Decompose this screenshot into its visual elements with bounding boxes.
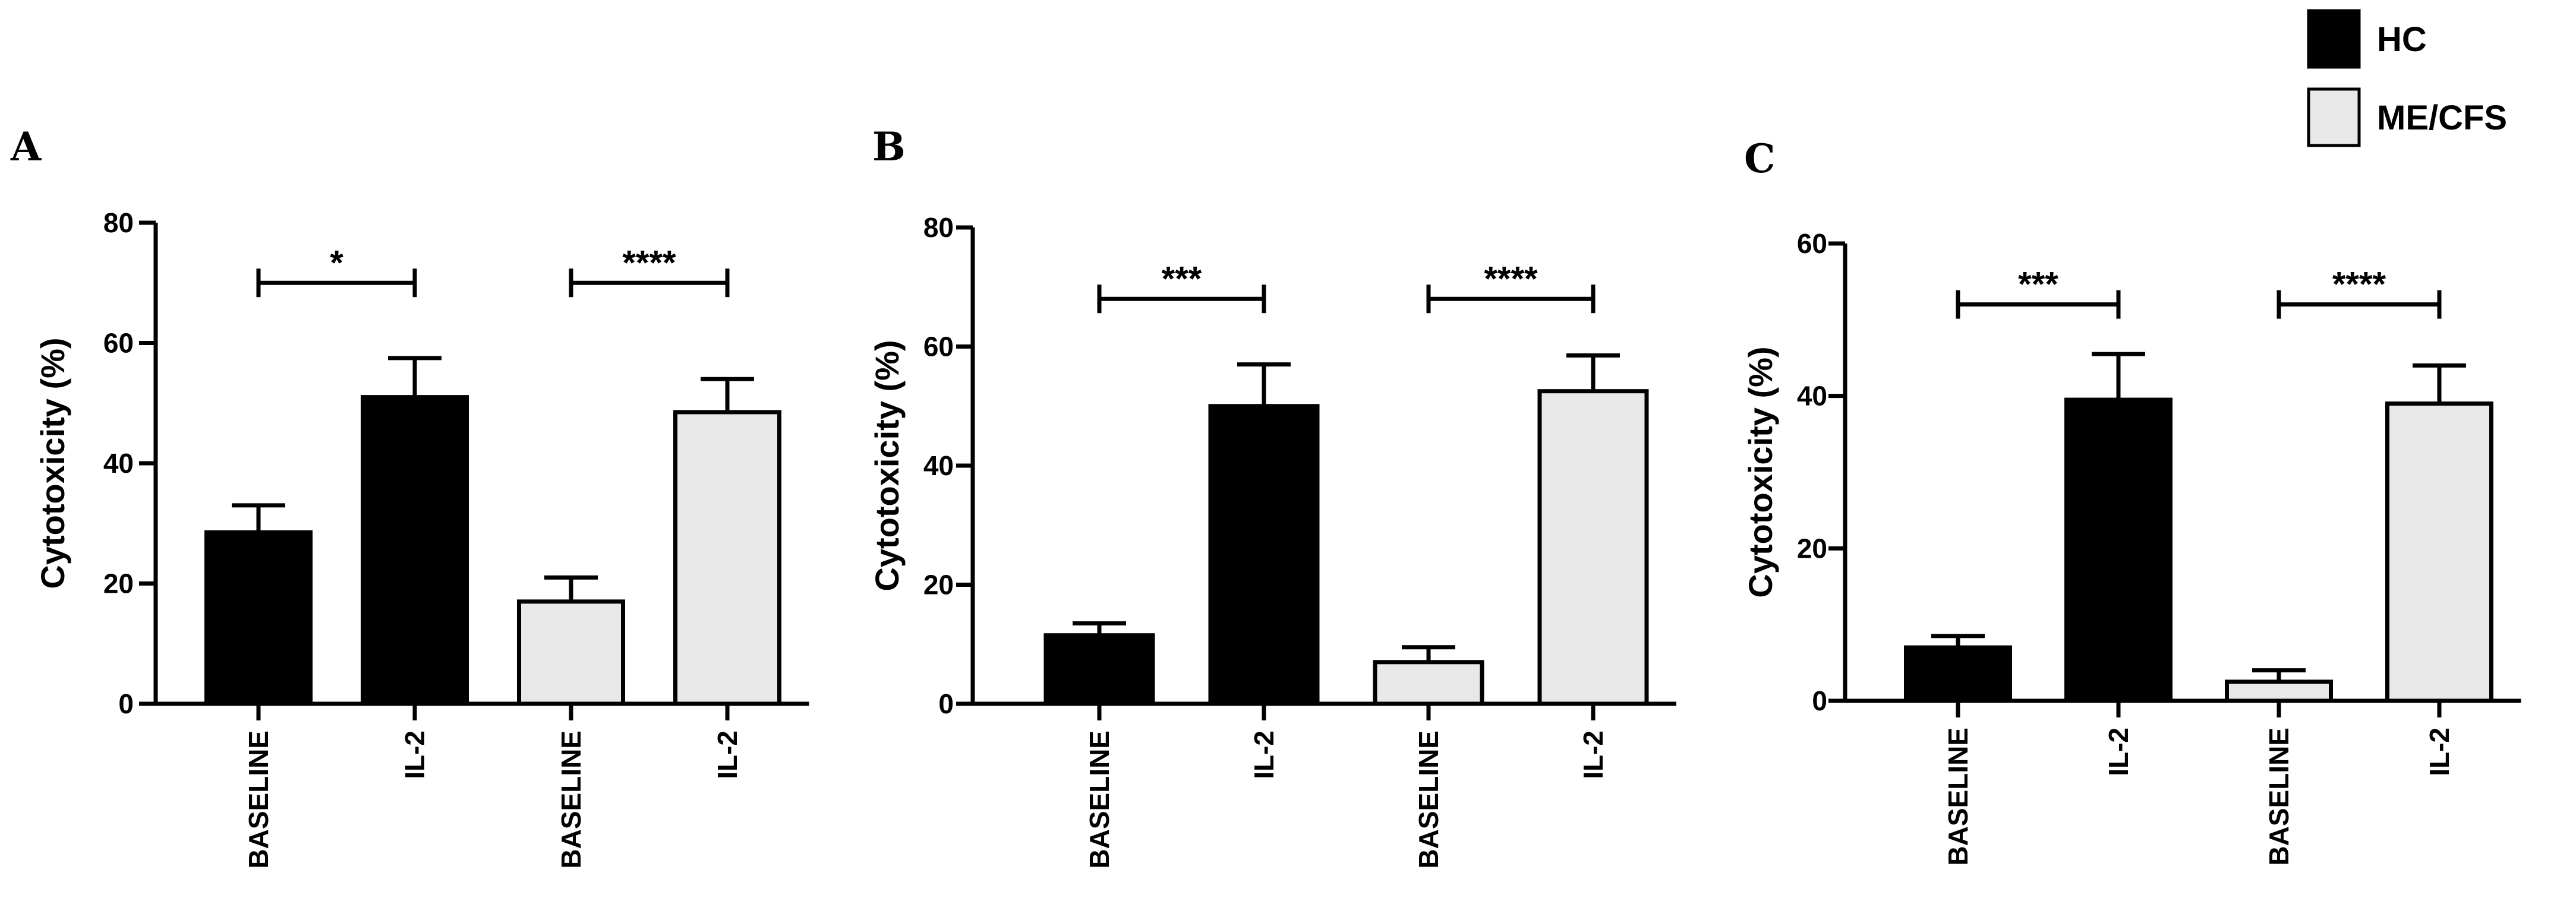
- y-tick-label: 60: [103, 328, 134, 359]
- panel-letter: B: [872, 124, 906, 170]
- bar-me-cfs-il-2: [1537, 389, 1649, 706]
- x-category-label: IL-2: [2103, 728, 2134, 776]
- bar-me-cfs-il-2: [2385, 401, 2493, 703]
- significance-bracket: ****: [1426, 260, 1596, 314]
- x-category-label: IL-2: [1248, 731, 1279, 779]
- panel-c: C Cytotoxicity (%) 0 20 40 60 BASELINE IL-2 BASE…: [1742, 135, 2521, 866]
- legend-swatch-mecfs: [2307, 87, 2361, 147]
- x-category-label: BASELINE: [1943, 728, 1973, 866]
- legend-label-hc: HC: [2377, 20, 2427, 59]
- bar-hc-baseline: [1904, 645, 2012, 703]
- panel-a: A Cytotoxicity (%) 0 20 40 60 80 BASELINE IL-2 BA…: [10, 124, 809, 869]
- y-tick-label: 20: [923, 570, 954, 600]
- y-tick-label: 40: [103, 448, 134, 479]
- significance-label: ****: [622, 244, 676, 282]
- bar-me-cfs-baseline: [2225, 679, 2333, 703]
- y-tick-label: 60: [1797, 228, 1827, 259]
- bar-hc-baseline: [204, 530, 313, 706]
- y-axis-label: Cytotoxicity (%): [868, 340, 906, 591]
- significance-label: *: [330, 244, 343, 282]
- x-category-label: BASELINE: [556, 731, 587, 869]
- x-category-label: IL-2: [399, 731, 430, 779]
- y-tick-label: 80: [103, 207, 134, 238]
- x-category-label: BASELINE: [1413, 731, 1444, 869]
- x-category-label: BASELINE: [2263, 728, 2294, 866]
- y-tick-label: 40: [1797, 381, 1827, 412]
- panel-letter: C: [1744, 135, 1776, 182]
- significance-bracket: ****: [2277, 265, 2442, 319]
- bar-me-cfs-baseline: [517, 599, 625, 706]
- panel-letter: A: [10, 124, 42, 170]
- legend-label-mecfs: ME/CFS: [2377, 99, 2507, 137]
- bar-hc-il-2: [2064, 397, 2173, 703]
- y-tick-label: 60: [923, 331, 954, 362]
- x-category-label: IL-2: [1578, 731, 1609, 779]
- x-category-label: BASELINE: [243, 731, 274, 869]
- y-tick-label: 0: [1812, 685, 1827, 716]
- bar-hc-il-2: [361, 395, 469, 706]
- significance-label: ****: [1484, 260, 1538, 298]
- significance-label: ***: [2018, 265, 2058, 304]
- significance-bracket: ****: [569, 244, 730, 298]
- legend: HC ME/CFS: [2307, 9, 2507, 147]
- significance-bracket: ***: [1956, 265, 2121, 319]
- significance-label: ***: [1162, 260, 1202, 298]
- y-tick-label: 40: [923, 450, 954, 481]
- panel-b: B Cytotoxicity (%) 0 20 40 60 80 BASELINE IL-2 BA…: [868, 124, 1676, 869]
- significance-bracket: *: [256, 244, 417, 298]
- x-category-label: BASELINE: [1084, 731, 1115, 869]
- bar-hc-baseline: [1043, 633, 1155, 706]
- y-axis-label: Cytotoxicity (%): [1742, 346, 1779, 597]
- y-tick-label: 0: [938, 688, 954, 719]
- bar-me-cfs-il-2: [673, 410, 781, 706]
- x-category-label: IL-2: [712, 731, 743, 779]
- bar-me-cfs-baseline: [1373, 660, 1484, 706]
- x-category-label: IL-2: [2424, 728, 2455, 776]
- y-tick-label: 20: [103, 568, 134, 599]
- y-tick-label: 80: [923, 212, 954, 243]
- significance-label: ****: [2332, 265, 2386, 304]
- y-axis-label: Cytotoxicity (%): [34, 337, 71, 589]
- y-tick-label: 20: [1797, 533, 1827, 564]
- significance-bracket: ***: [1097, 260, 1266, 314]
- bar-hc-il-2: [1208, 404, 1320, 706]
- y-tick-label: 0: [118, 688, 134, 719]
- legend-swatch-hc: [2307, 9, 2361, 69]
